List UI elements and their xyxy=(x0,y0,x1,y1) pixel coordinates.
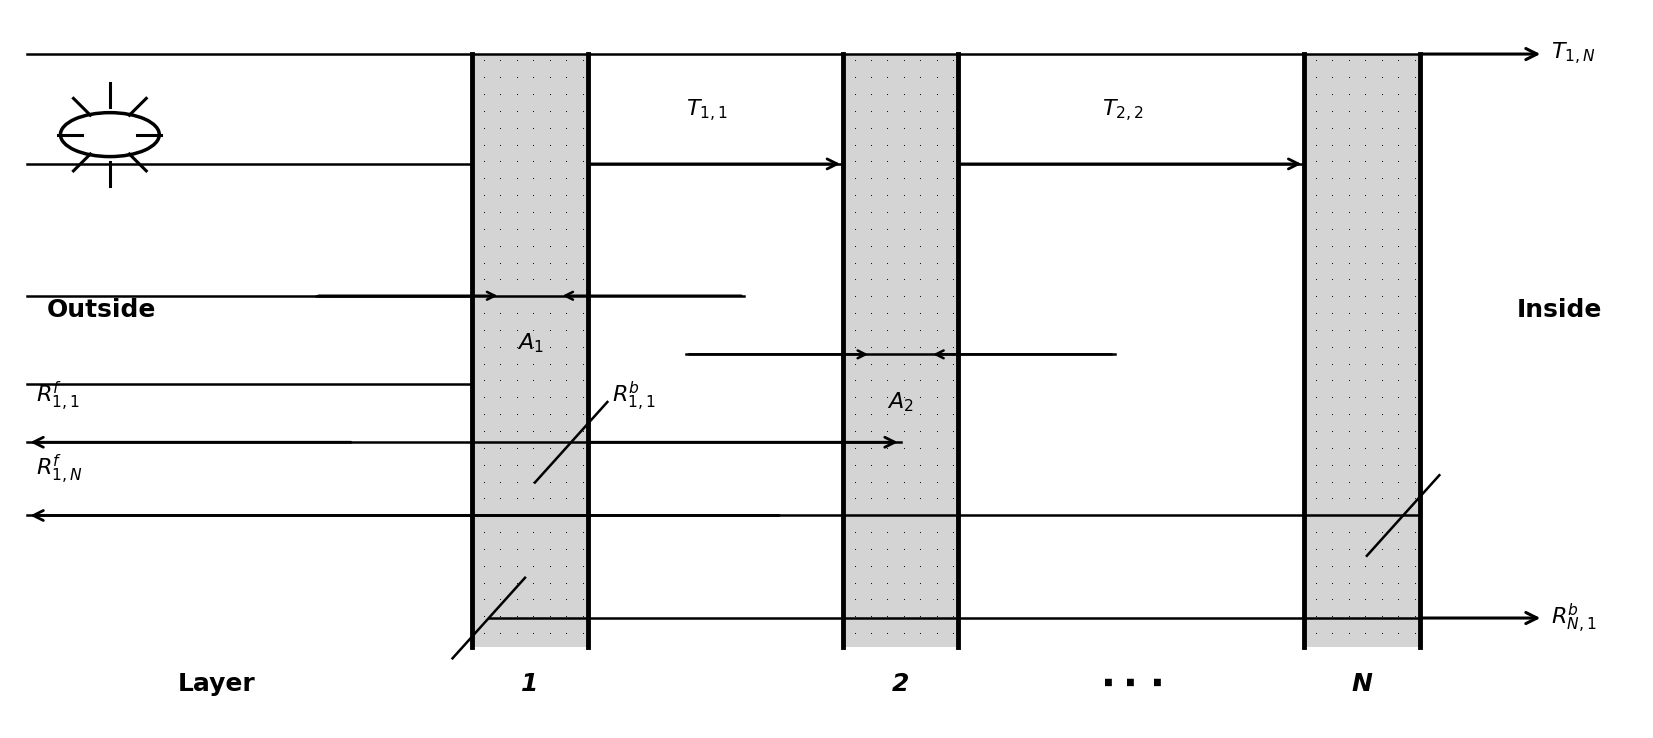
Bar xyxy=(1304,54,1420,647)
Text: N: N xyxy=(1352,672,1372,696)
Text: $\boldsymbol{R^f_{1,1}}$: $\boldsymbol{R^f_{1,1}}$ xyxy=(36,379,79,413)
Text: $\boldsymbol{R^b_{1,1}}$: $\boldsymbol{R^b_{1,1}}$ xyxy=(612,379,656,413)
Text: $\boldsymbol{R^f_{1,N}}$: $\boldsymbol{R^f_{1,N}}$ xyxy=(36,452,83,486)
Text: Layer: Layer xyxy=(179,672,256,696)
Text: $\boldsymbol{\cdot\cdot\cdot}$: $\boldsymbol{\cdot\cdot\cdot}$ xyxy=(1099,665,1162,703)
Text: $\boldsymbol{T_{1,1}}$: $\boldsymbol{T_{1,1}}$ xyxy=(686,97,727,124)
Text: $\boldsymbol{T_{2,2}}$: $\boldsymbol{T_{2,2}}$ xyxy=(1103,97,1144,124)
Bar xyxy=(473,54,587,647)
Text: $\boldsymbol{T_{1,N}}$: $\boldsymbol{T_{1,N}}$ xyxy=(1552,41,1597,67)
Text: $\boldsymbol{R^b_{N,1}}$: $\boldsymbol{R^b_{N,1}}$ xyxy=(1552,601,1597,635)
Text: $\boldsymbol{A_2}$: $\boldsymbol{A_2}$ xyxy=(888,390,914,414)
Bar xyxy=(843,54,959,647)
Text: Inside: Inside xyxy=(1517,298,1602,323)
Text: Outside: Outside xyxy=(46,298,157,323)
Text: 1: 1 xyxy=(521,672,539,696)
Text: $\boldsymbol{A_1}$: $\boldsymbol{A_1}$ xyxy=(517,331,544,355)
Text: 2: 2 xyxy=(893,672,909,696)
